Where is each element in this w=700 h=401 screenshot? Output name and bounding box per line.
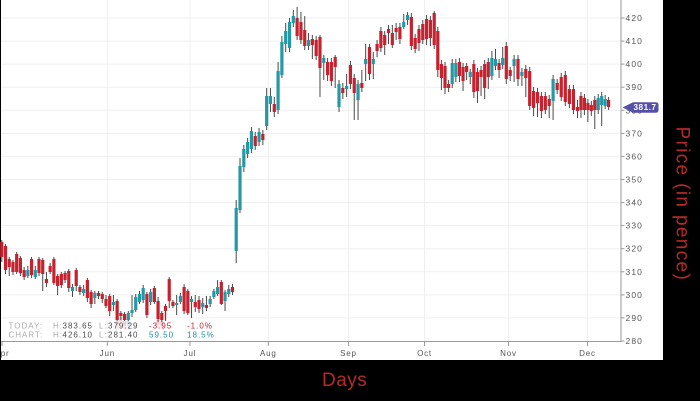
svg-text:360: 360 [626,151,643,161]
svg-text:Jun: Jun [100,349,115,358]
svg-text:379.29: 379.29 [108,322,138,331]
svg-text:Sep: Sep [340,349,357,358]
svg-text:426.10: 426.10 [63,331,93,340]
svg-text:381.7: 381.7 [634,103,657,112]
svg-text:L:: L: [99,331,108,340]
svg-text:H:: H: [53,322,63,331]
svg-text:18.5%: 18.5% [187,331,215,340]
svg-text:340: 340 [626,198,643,208]
svg-text:281.40: 281.40 [108,331,138,340]
svg-text:410: 410 [626,36,643,46]
svg-text:370: 370 [626,128,643,138]
svg-text:Price (in pence): Price (in pence) [672,127,693,282]
svg-text:400: 400 [626,59,643,69]
svg-text:290: 290 [626,313,643,323]
svg-text:59.50: 59.50 [149,331,174,340]
svg-text:280: 280 [626,336,643,346]
svg-text:310: 310 [626,267,643,277]
svg-text:390: 390 [626,82,643,92]
svg-text:-1.0%: -1.0% [187,322,213,331]
svg-text:TODAY:: TODAY: [9,322,44,331]
svg-text:330: 330 [626,221,643,231]
svg-text:CHART:: CHART: [9,331,44,340]
svg-text:300: 300 [626,290,643,300]
svg-text:Aug: Aug [260,349,277,358]
svg-text:Nov: Nov [500,349,517,358]
svg-text:Days: Days [322,370,367,391]
svg-text:Dec: Dec [579,349,596,358]
svg-text:Oct: Oct [417,349,432,358]
svg-text:Apr: Apr [0,349,9,358]
svg-text:320: 320 [626,244,643,254]
svg-text:L:: L: [99,322,108,331]
svg-text:420: 420 [626,13,643,23]
svg-text:Jul: Jul [184,349,197,358]
svg-text:-3.95: -3.95 [149,322,172,331]
svg-text:H:: H: [53,331,63,340]
svg-text:383.65: 383.65 [63,322,93,331]
svg-text:350: 350 [626,175,643,185]
